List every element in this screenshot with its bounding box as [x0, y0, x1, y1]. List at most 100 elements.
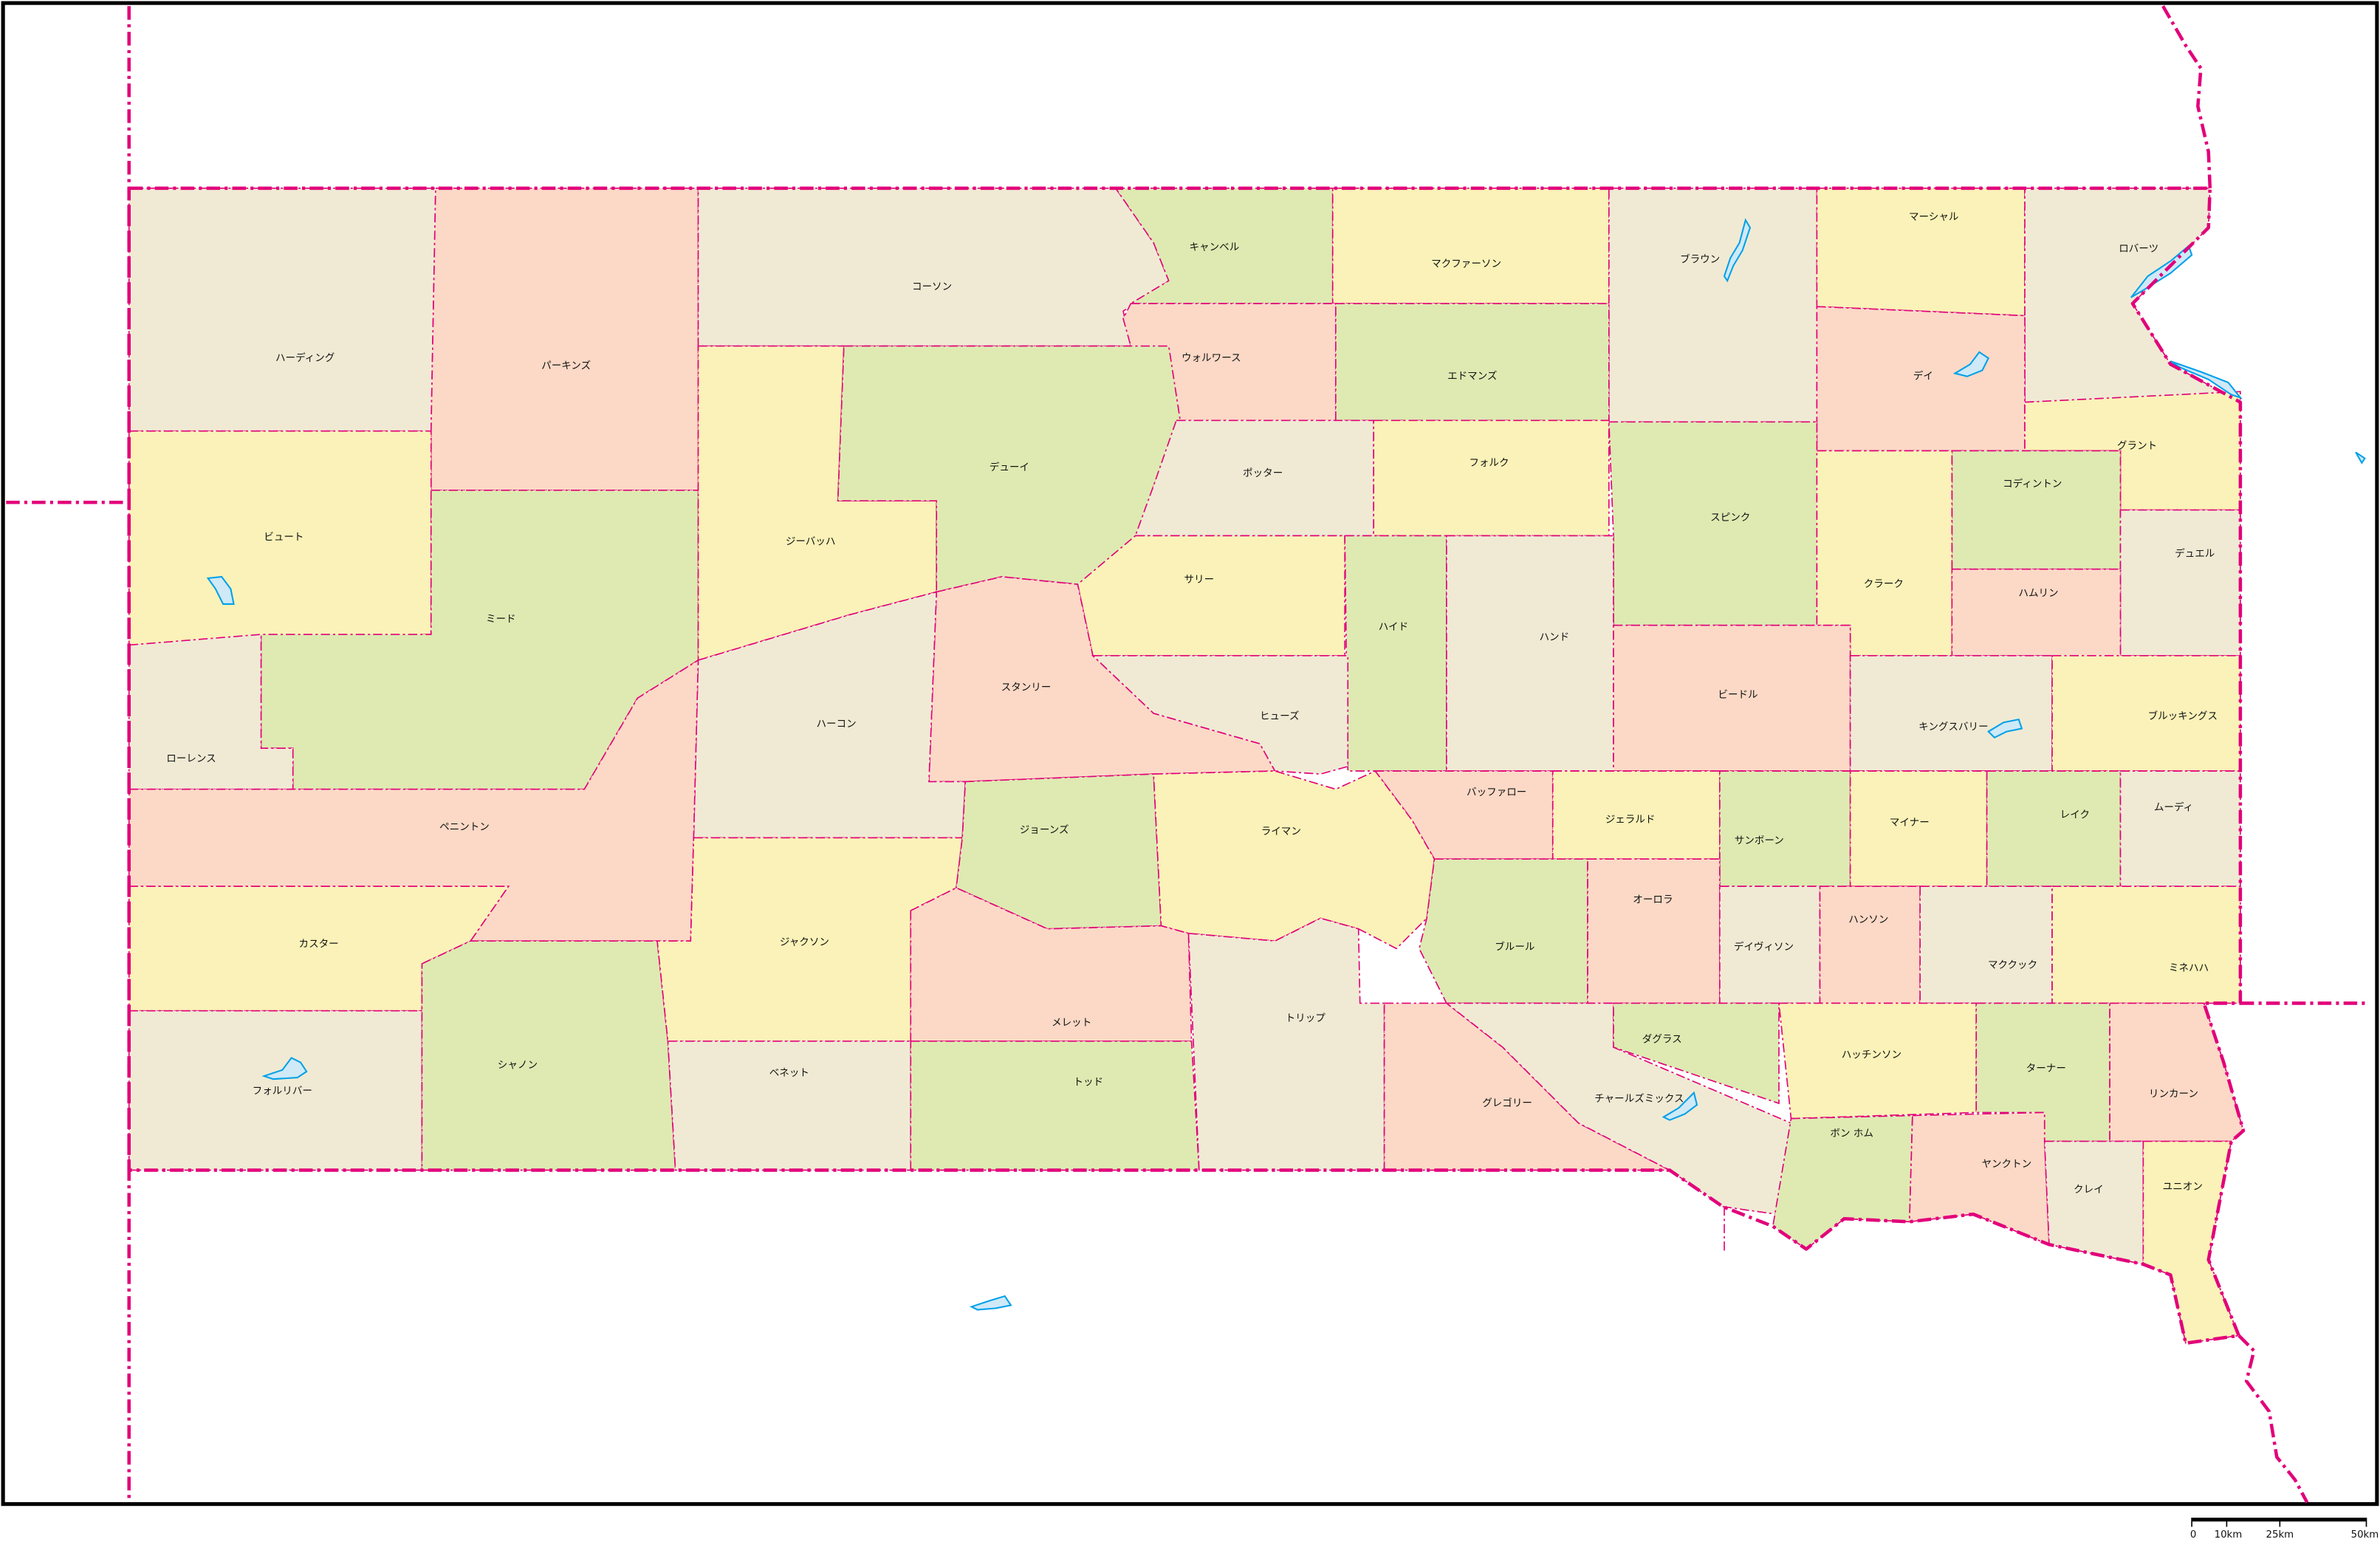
- county-label: ハーディング: [275, 352, 335, 364]
- county-region: [1608, 421, 1818, 626]
- county-region: [1344, 535, 1447, 772]
- county-region: [837, 345, 1182, 593]
- county-region: [1849, 770, 1988, 888]
- county-label: ミネハハ: [2169, 962, 2209, 974]
- county-region: [1778, 1002, 1978, 1120]
- county-region: [1331, 188, 1610, 304]
- county-region: [1551, 770, 1721, 860]
- county-label: メレット: [1052, 1017, 1091, 1029]
- county-label: コーソン: [912, 281, 952, 292]
- county-label: チャールズミックス: [1594, 1093, 1684, 1105]
- county-label: ハンソン: [1848, 914, 1888, 925]
- county-label: グラント: [2117, 440, 2157, 452]
- county-label: エドマンズ: [1447, 371, 1497, 383]
- lake: [1987, 718, 2023, 739]
- county-label: スタンリー: [1001, 682, 1052, 693]
- county-label: ハンド: [1539, 631, 1569, 643]
- county-region: [1091, 654, 1349, 775]
- county-label: ジーバッハ: [786, 536, 836, 548]
- iowa-border: [2237, 1334, 2309, 1504]
- county-label: キャンベル: [1190, 241, 1240, 253]
- county-region: [1951, 568, 2122, 657]
- county-label: ハーコン: [816, 718, 856, 730]
- county-label: ジェラルド: [1605, 814, 1656, 826]
- county-region: [1419, 858, 1588, 1004]
- state-borders: [6, 5, 2368, 1504]
- county-region: [1446, 535, 1614, 772]
- county-label: ジョーンズ: [1020, 824, 1069, 836]
- county-region: [1608, 188, 1818, 423]
- lake: [2355, 451, 2366, 465]
- county-region: [1335, 303, 1610, 422]
- county-label: ダグラス: [1642, 1034, 1682, 1046]
- county-label: ターナー: [2026, 1063, 2066, 1075]
- county-region: [1849, 654, 2053, 772]
- county-label: フォルク: [1469, 457, 1509, 469]
- county-label: デューイ: [990, 461, 1029, 473]
- county-region: [1986, 770, 2122, 888]
- scale-label-50km: 50km: [2351, 1529, 2379, 1541]
- county-label: ユニオン: [2163, 1181, 2203, 1193]
- county-label: ペニントン: [439, 821, 490, 833]
- county-region: [667, 1040, 912, 1171]
- county-region: [1373, 419, 1610, 537]
- lake: [206, 575, 235, 605]
- county-region: [430, 188, 699, 491]
- county-region: [2051, 885, 2241, 1004]
- county-region: [1816, 188, 2026, 317]
- county-label: スピンク: [1710, 512, 1750, 524]
- county-label: ボン ホム: [1830, 1128, 1873, 1140]
- county-region: [1187, 917, 1385, 1171]
- scale-label-0: 0: [2190, 1529, 2197, 1541]
- county-region: [1816, 306, 2026, 452]
- county-label: コディントン: [2003, 478, 2062, 490]
- county-label: ハイド: [1379, 621, 1408, 633]
- county-region: [421, 940, 676, 1171]
- county-label: ポッター: [1243, 467, 1283, 479]
- county-label: ヒューズ: [1260, 710, 1300, 722]
- county-label: バッファロー: [1467, 787, 1526, 798]
- county-region: [1613, 1002, 1780, 1105]
- county-label: ハッチンソン: [1842, 1049, 1901, 1060]
- county-label: ジャクソン: [780, 936, 829, 948]
- county-label: ブルッキングス: [2148, 710, 2218, 722]
- county-label: ヤンクトン: [1981, 1158, 2031, 1170]
- county-label: レイク: [2060, 809, 2090, 821]
- county-label: フォルリバー: [253, 1086, 312, 1097]
- lakes-layer: [206, 218, 2366, 1311]
- lake: [2170, 360, 2243, 400]
- county-label: カスター: [299, 938, 339, 950]
- county-label: ビードル: [1718, 689, 1757, 701]
- county-label: ビュート: [264, 532, 303, 544]
- county-region: [1077, 535, 1345, 657]
- county-region: [1613, 624, 1851, 772]
- county-region: [1951, 450, 2122, 570]
- county-region: [128, 188, 436, 432]
- county-label: リンカーン: [2149, 1089, 2198, 1100]
- county-label: サリー: [1184, 574, 1215, 586]
- scale-bar: 0 10km 25km 50km: [2190, 1518, 2379, 1541]
- lake: [1661, 1091, 1698, 1121]
- county-region: [128, 634, 294, 790]
- county-label: ムーディ: [2154, 801, 2193, 813]
- county-label: マククック: [1988, 959, 2037, 971]
- county-region: [1374, 770, 1554, 860]
- scale-bar-line: [2192, 1518, 2367, 1522]
- county-label: クラーク: [1864, 578, 1904, 590]
- county-region: [1919, 885, 2053, 1004]
- county-region: [1819, 885, 1921, 1004]
- north-dakota-border: [2161, 5, 2212, 188]
- county-label: ミード: [486, 613, 516, 625]
- county-region: [697, 188, 1170, 347]
- county-label: トリップ: [1286, 1012, 1326, 1024]
- county-label: マーシャル: [1909, 211, 1958, 223]
- county-label: ウォルワース: [1182, 352, 1241, 364]
- county-label: マイナー: [1890, 817, 1930, 829]
- county-label: シャノン: [498, 1060, 538, 1072]
- county-label: トッド: [1073, 1076, 1103, 1088]
- lake: [1952, 351, 1990, 377]
- county-region: [2119, 770, 2241, 888]
- county-label: ハムリン: [2018, 588, 2058, 600]
